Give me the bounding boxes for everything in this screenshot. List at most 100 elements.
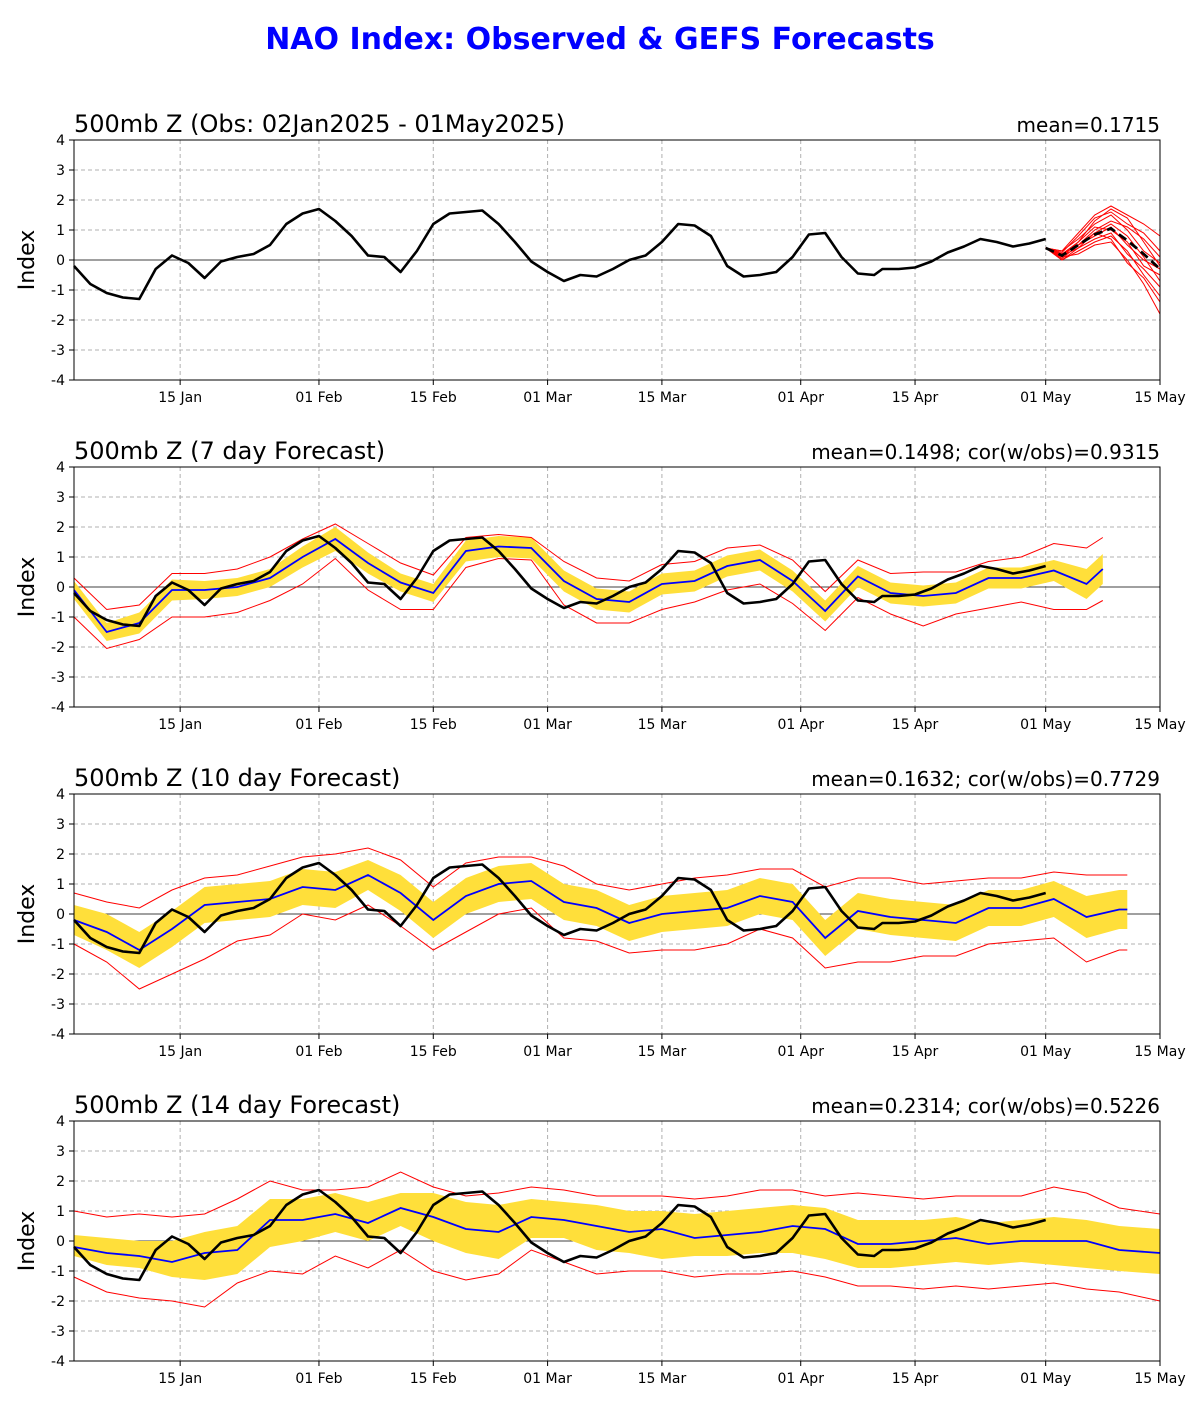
y-tick-label: -3 xyxy=(51,997,65,1013)
chart-panel-forecast-7day: 500mb Z (7 day Forecast) mean=0.1498; cor… xyxy=(15,437,1186,733)
y-tick-label: 4 xyxy=(56,1114,65,1130)
ensemble-member-line xyxy=(1045,205,1161,252)
y-tick-label: 1 xyxy=(56,550,65,566)
x-tick-label: 01 Feb xyxy=(295,390,342,406)
panel-title: 500mb Z (7 day Forecast) xyxy=(74,437,385,465)
member-max-line xyxy=(73,847,1128,909)
x-tick-label: 15 Mar xyxy=(638,1371,687,1387)
x-tick-label: 15 Apr xyxy=(892,1044,939,1060)
y-tick-label: 1 xyxy=(56,223,65,239)
plot-frame xyxy=(73,466,1161,708)
y-axis-label: Index xyxy=(15,884,40,945)
y-tick-label: -2 xyxy=(51,1294,65,1310)
y-tick-label: 0 xyxy=(56,1234,65,1250)
x-tick-label: 15 May xyxy=(1134,390,1185,406)
member-min-line xyxy=(73,904,1128,990)
y-tick-label: -1 xyxy=(51,937,65,953)
y-tick-label: 2 xyxy=(56,1174,65,1190)
y-tick-label: -2 xyxy=(51,640,65,656)
ensemble-member-line xyxy=(1045,211,1161,254)
panel-stat: mean=0.1715 xyxy=(1017,113,1160,137)
chart-panel-observed: 500mb Z (Obs: 02Jan2025 - 01May2025) mean… xyxy=(15,110,1186,406)
y-tick-label: -4 xyxy=(51,1027,65,1043)
x-tick-label: 01 Feb xyxy=(295,1044,342,1060)
y-tick-label: 3 xyxy=(56,490,65,506)
main-title: NAO Index: Observed & GEFS Forecasts xyxy=(265,22,935,57)
x-tick-label: 15 Jan xyxy=(158,1044,202,1060)
y-tick-label: 3 xyxy=(56,817,65,833)
ensemble-member-line xyxy=(1045,241,1161,315)
y-tick-label: 1 xyxy=(56,877,65,893)
x-tick-label: 15 Mar xyxy=(638,390,687,406)
observed-line xyxy=(73,861,1047,955)
x-tick-label: 15 Mar xyxy=(638,1044,687,1060)
panel-title: 500mb Z (Obs: 02Jan2025 - 01May2025) xyxy=(74,110,565,138)
x-tick-label: 15 Feb xyxy=(410,717,457,733)
y-tick-label: -1 xyxy=(51,610,65,626)
y-tick-label: -2 xyxy=(51,967,65,983)
y-axis-label: Index xyxy=(15,230,40,291)
panel-stat: mean=0.1632; cor(w/obs)=0.7729 xyxy=(811,767,1160,791)
x-tick-label: 01 May xyxy=(1020,390,1071,406)
x-tick-label: 15 May xyxy=(1134,1044,1185,1060)
panel-title: 500mb Z (14 day Forecast) xyxy=(74,1091,400,1119)
member-max-line xyxy=(73,523,1104,611)
x-tick-label: 15 Apr xyxy=(892,390,939,406)
ensemble-member-line xyxy=(1045,232,1161,303)
y-tick-label: -1 xyxy=(51,283,65,299)
y-tick-label: -2 xyxy=(51,313,65,329)
x-tick-label: 01 Apr xyxy=(777,1371,824,1387)
spread-band xyxy=(74,860,1128,968)
ensemble-member-line xyxy=(1045,235,1161,297)
x-tick-label: 15 Jan xyxy=(158,390,202,406)
member-min-line xyxy=(73,1249,1161,1308)
x-tick-label: 15 Apr xyxy=(892,1371,939,1387)
ensemble-member-line xyxy=(1045,226,1161,270)
panel-stat: mean=0.1498; cor(w/obs)=0.9315 xyxy=(811,440,1160,464)
x-tick-label: 01 Mar xyxy=(523,717,572,733)
ensemble-mean-line xyxy=(73,873,1128,952)
y-tick-label: 4 xyxy=(56,787,65,803)
y-tick-label: -4 xyxy=(51,700,65,716)
x-tick-label: 01 Feb xyxy=(295,717,342,733)
y-tick-label: -1 xyxy=(51,1264,65,1280)
x-tick-label: 15 Feb xyxy=(410,1371,457,1387)
member-min-line xyxy=(73,557,1104,650)
y-tick-label: 0 xyxy=(56,907,65,923)
y-axis-label: Index xyxy=(15,1211,40,1272)
plot-frame xyxy=(73,139,1161,381)
chart-panel-forecast-10day: 500mb Z (10 day Forecast) mean=0.1632; co… xyxy=(15,764,1186,1060)
y-tick-label: -3 xyxy=(51,670,65,686)
member-max-line xyxy=(73,1171,1161,1218)
y-tick-label: 2 xyxy=(56,520,65,536)
y-tick-label: 3 xyxy=(56,163,65,179)
x-tick-label: 01 Mar xyxy=(523,390,572,406)
x-tick-label: 15 Jan xyxy=(158,1371,202,1387)
x-tick-label: 01 Mar xyxy=(523,1371,572,1387)
y-tick-label: -3 xyxy=(51,1324,65,1340)
y-tick-label: 4 xyxy=(56,460,65,476)
chart-panel-forecast-14day: 500mb Z (14 day Forecast) mean=0.2314; co… xyxy=(15,1091,1186,1387)
x-tick-label: 15 Apr xyxy=(892,717,939,733)
x-tick-label: 15 Feb xyxy=(410,1044,457,1060)
x-tick-label: 01 May xyxy=(1020,1371,1071,1387)
x-tick-label: 01 Apr xyxy=(777,717,824,733)
y-tick-label: 1 xyxy=(56,1204,65,1220)
x-tick-label: 15 Feb xyxy=(410,390,457,406)
ensemble-member-line xyxy=(1045,214,1161,264)
y-tick-label: -4 xyxy=(51,1354,65,1370)
x-tick-label: 01 Mar xyxy=(523,1044,572,1060)
x-tick-label: 01 Apr xyxy=(777,390,824,406)
spread-band xyxy=(74,1193,1160,1280)
forecast-mean-dashed-line xyxy=(1045,226,1161,271)
x-tick-label: 01 Apr xyxy=(777,1044,824,1060)
y-tick-label: -3 xyxy=(51,343,65,359)
y-tick-label: 0 xyxy=(56,580,65,596)
x-tick-label: 01 May xyxy=(1020,717,1071,733)
plot-frame xyxy=(73,1120,1161,1362)
y-tick-label: 2 xyxy=(56,193,65,209)
y-tick-label: 2 xyxy=(56,847,65,863)
ensemble-mean-line xyxy=(73,537,1104,634)
